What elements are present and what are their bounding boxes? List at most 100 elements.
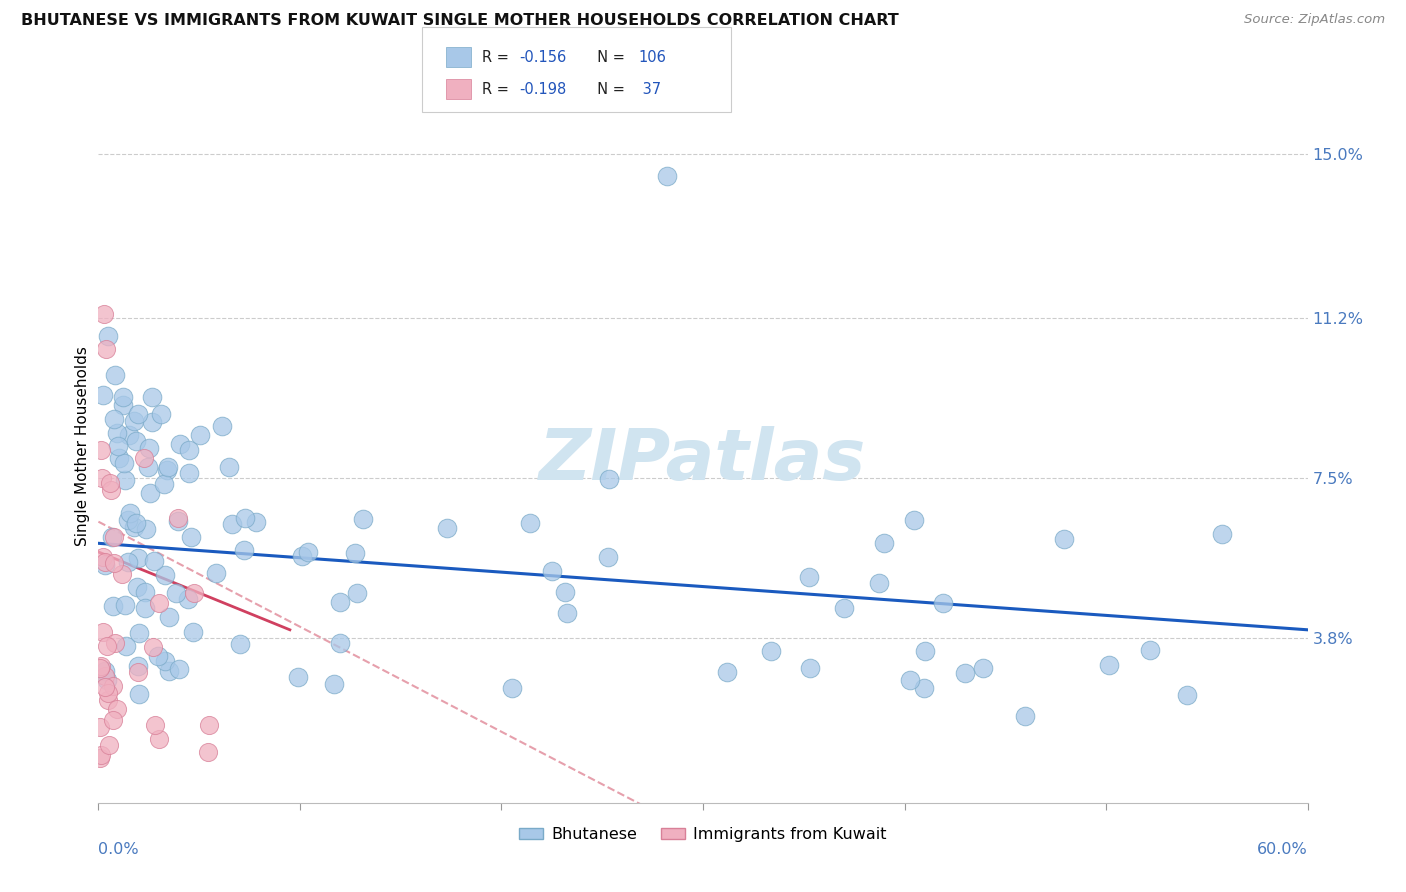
Point	[97, 328, 120, 343]
Point	[114, 473, 136, 487]
Point	[105, 702, 128, 716]
Point	[128, 687, 150, 701]
Point	[287, 670, 309, 684]
Point	[103, 412, 125, 426]
Text: -0.156: -0.156	[519, 50, 567, 64]
Point	[1014, 709, 1036, 723]
Point	[138, 441, 160, 455]
Point	[555, 606, 578, 620]
Point	[112, 456, 135, 470]
Point	[346, 586, 368, 600]
Point	[148, 648, 170, 663]
Point	[1175, 688, 1198, 702]
Point	[716, 665, 738, 680]
Point	[89, 750, 111, 764]
Point	[155, 654, 177, 668]
Point	[519, 516, 541, 531]
Point	[799, 661, 821, 675]
Text: Source: ZipAtlas.com: Source: ZipAtlas.com	[1244, 13, 1385, 27]
Point	[181, 624, 204, 639]
Point	[167, 662, 190, 676]
Point	[141, 390, 163, 404]
Point	[156, 460, 179, 475]
Point	[127, 659, 149, 673]
Point	[90, 659, 112, 673]
Point	[832, 601, 855, 615]
Point	[94, 669, 117, 683]
Point	[103, 713, 125, 727]
Point	[153, 568, 176, 582]
Point	[179, 443, 201, 458]
Point	[1098, 657, 1121, 672]
Y-axis label: Single Mother Households: Single Mother Households	[75, 346, 90, 546]
Point	[329, 636, 352, 650]
Point	[111, 566, 134, 581]
Point	[141, 415, 163, 429]
Point	[218, 460, 240, 475]
Point	[972, 661, 994, 675]
Point	[352, 512, 374, 526]
Point	[152, 476, 174, 491]
Point	[103, 530, 125, 544]
Point	[104, 636, 127, 650]
Point	[132, 451, 155, 466]
Text: BHUTANESE VS IMMIGRANTS FROM KUWAIT SINGLE MOTHER HOUSEHOLDS CORRELATION CHART: BHUTANESE VS IMMIGRANTS FROM KUWAIT SING…	[21, 13, 898, 29]
Point	[127, 407, 149, 421]
Point	[233, 543, 256, 558]
Point	[873, 536, 896, 550]
Point	[91, 624, 114, 639]
Point	[1139, 643, 1161, 657]
Point	[245, 516, 267, 530]
Point	[117, 555, 139, 569]
Point	[101, 530, 124, 544]
Point	[343, 546, 366, 560]
Point	[96, 673, 118, 687]
Point	[931, 596, 953, 610]
Point	[98, 476, 121, 491]
Point	[322, 677, 344, 691]
Point	[136, 459, 159, 474]
Point	[914, 644, 936, 658]
Point	[183, 586, 205, 600]
Point	[197, 745, 219, 759]
Point	[93, 549, 115, 564]
Point	[188, 427, 211, 442]
Point	[89, 661, 111, 675]
Point	[91, 388, 114, 402]
Text: R =: R =	[482, 50, 513, 64]
Point	[211, 418, 233, 433]
Point	[898, 673, 921, 688]
Text: 0.0%: 0.0%	[98, 842, 139, 857]
Point	[127, 581, 149, 595]
Point	[149, 407, 172, 421]
Point	[436, 521, 458, 535]
Text: -0.198: -0.198	[519, 82, 567, 96]
Point	[169, 436, 191, 450]
Point	[177, 467, 200, 481]
Point	[94, 558, 117, 572]
Point	[120, 506, 142, 520]
Point	[501, 681, 523, 696]
Point	[166, 514, 188, 528]
Point	[166, 585, 188, 599]
Text: R =: R =	[482, 82, 513, 96]
Point	[107, 439, 129, 453]
Point	[97, 738, 120, 752]
Legend: Bhutanese, Immigrants from Kuwait: Bhutanese, Immigrants from Kuwait	[513, 821, 893, 848]
Point	[157, 664, 180, 678]
Point	[94, 555, 117, 569]
Point	[221, 516, 243, 531]
Point	[598, 550, 620, 565]
Point	[167, 510, 190, 524]
Point	[235, 511, 257, 525]
Point	[143, 718, 166, 732]
Point	[96, 342, 118, 356]
Point	[329, 595, 352, 609]
Point	[180, 530, 202, 544]
Point	[912, 681, 935, 695]
Point	[128, 625, 150, 640]
Point	[97, 693, 120, 707]
Point	[100, 483, 122, 497]
Point	[127, 551, 149, 566]
Point	[797, 570, 820, 584]
